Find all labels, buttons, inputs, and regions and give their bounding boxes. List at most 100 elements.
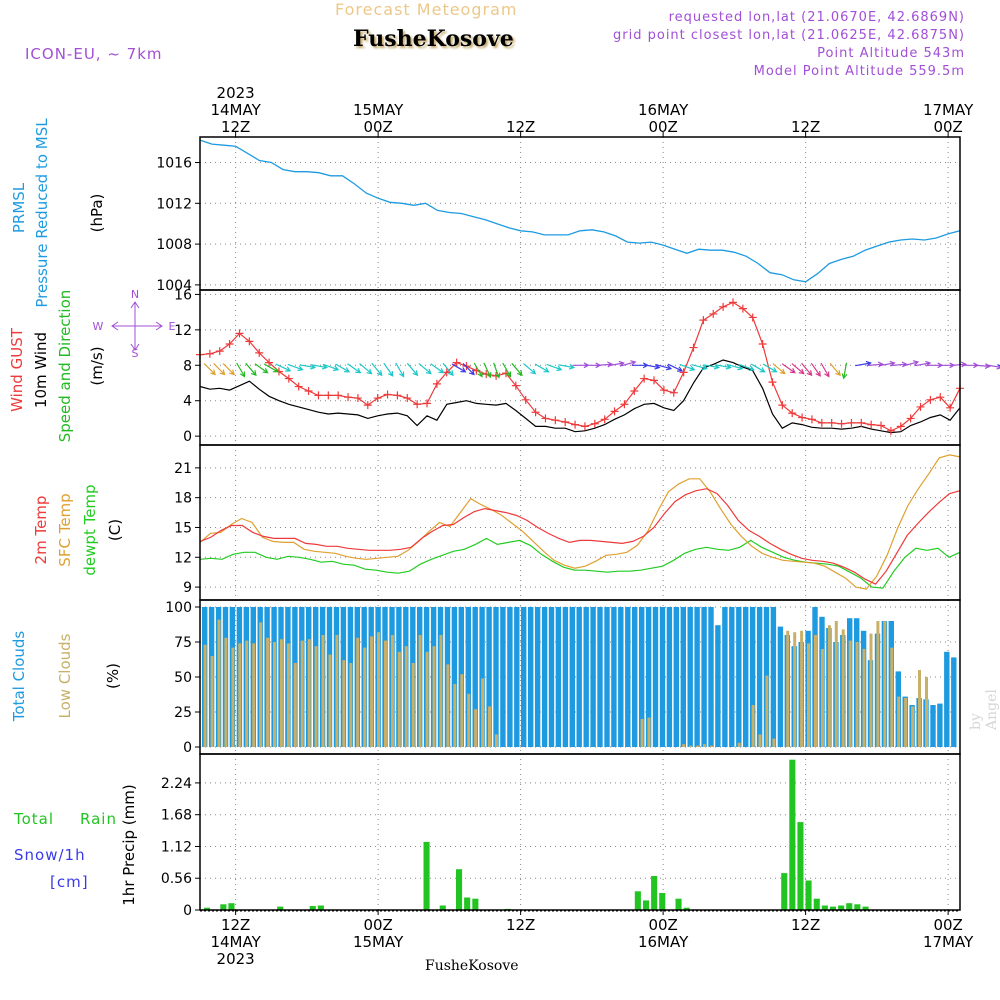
wind-direction-arrow — [902, 360, 920, 367]
gust-marker — [827, 418, 836, 427]
low-cloud-bar — [217, 619, 221, 747]
low-cloud-bar — [259, 622, 263, 747]
low-cloud-bar — [848, 640, 852, 747]
low-cloud-bar — [356, 637, 360, 747]
wind-direction-arrow — [473, 362, 483, 378]
low-cloud-bar — [904, 698, 908, 747]
sfc-temp-line — [199, 454, 961, 590]
low-cloud-bar — [911, 706, 915, 747]
total-cloud-bar — [500, 607, 506, 747]
precip-bar — [439, 905, 446, 910]
gust-marker — [620, 400, 629, 409]
gust-marker — [245, 337, 254, 346]
low-cloud-bar — [827, 625, 831, 747]
precip-bar — [472, 898, 479, 910]
y-tick-label: 1.12 — [161, 839, 192, 855]
gust-marker — [324, 391, 333, 400]
y-tick-label: 75 — [174, 635, 192, 651]
wind-direction-arrow — [558, 363, 576, 370]
dewpoint-line — [199, 537, 961, 589]
low-cloud-bar — [474, 709, 478, 747]
wind-direction-arrow — [213, 362, 226, 376]
wind-direction-arrow — [620, 360, 637, 367]
temp-2m-line — [199, 488, 961, 585]
gust-marker — [600, 415, 609, 424]
point-altitude: Point Altitude 543m — [817, 46, 965, 61]
gust-marker — [521, 395, 530, 404]
gust-marker — [926, 395, 935, 404]
precip-bar — [456, 869, 463, 910]
low-cloud-bar — [800, 630, 804, 747]
total-cloud-bar — [583, 607, 589, 747]
low-cloud-bar — [425, 651, 429, 747]
y-tick-label: 0.56 — [161, 871, 192, 887]
total-cloud-bar — [534, 607, 541, 747]
gust-marker — [353, 394, 362, 403]
gust-marker — [294, 382, 303, 391]
precip-bar — [634, 891, 641, 910]
pressure-line — [199, 139, 961, 283]
temp-unit-label: (C) — [106, 519, 124, 541]
y-tick-label: 12 — [174, 323, 192, 339]
wind-direction-arrow — [359, 363, 373, 375]
precip-bar — [781, 873, 788, 910]
gust-marker — [541, 414, 550, 423]
wind-direction-arrow — [667, 363, 684, 372]
low-cloud-bar — [210, 656, 214, 747]
wind-direction-arrow — [523, 363, 537, 375]
precip-bar — [675, 898, 682, 910]
wind-direction-arrow — [750, 363, 766, 373]
total-clouds-label: Total Clouds — [10, 631, 28, 723]
wind-direction-arrow — [254, 363, 269, 374]
low-cloud-bar — [758, 734, 762, 747]
y-tick-label: 0 — [183, 429, 192, 445]
model-label: ICON-EU, ~ 7km — [25, 45, 163, 63]
total-cloud-bar — [451, 607, 458, 747]
pressure-msl-label: Pressure Reduced to MSL — [33, 118, 51, 308]
time-label-top: 12Z — [221, 118, 250, 136]
precip-bar — [854, 904, 861, 910]
prmsl-label: PRMSL — [10, 182, 28, 233]
low-cloud-bar — [231, 647, 235, 747]
gust-marker — [344, 393, 353, 402]
low-cloud-bar — [370, 636, 374, 747]
precip-bar — [789, 759, 796, 910]
total-cloud-bar — [729, 607, 735, 747]
wind-direction-arrow — [236, 362, 246, 378]
total-cloud-bar — [777, 626, 784, 747]
low-cloud-bar — [446, 664, 450, 747]
gust-marker — [896, 422, 905, 431]
low-cloud-bar — [682, 744, 686, 747]
low-cloud-bar — [460, 674, 464, 747]
gust-marker — [215, 347, 224, 356]
precip-bar — [643, 900, 650, 910]
precip-bar — [659, 893, 666, 910]
low-cloud-bar — [737, 742, 741, 747]
gust-marker — [393, 391, 402, 400]
y-tick-label: 8 — [183, 358, 192, 374]
gust-marker — [363, 401, 372, 410]
time-label-top: 14MAY — [210, 101, 261, 119]
low-cloud-bar — [494, 734, 498, 747]
wind-10m-label: 10m Wind — [32, 332, 50, 408]
precip-bar — [317, 905, 324, 910]
precip-bar — [277, 906, 284, 910]
gust-marker — [225, 340, 234, 349]
speed-direction-label: Speed and Direction — [56, 290, 74, 443]
y-tick-label: 1.68 — [161, 808, 192, 824]
wind-direction-arrow — [383, 362, 394, 377]
time-label-bottom: 17MAY — [923, 933, 974, 951]
grid-point-coords: grid point closest lon,lat (21.0625E, 42… — [613, 28, 965, 43]
gust-marker — [699, 316, 708, 325]
dewpoint-label: dewpt Temp — [81, 484, 99, 575]
precip-bar — [220, 904, 227, 910]
total-cloud-bar — [548, 607, 555, 747]
gust-marker — [205, 349, 214, 358]
total-cloud-bar — [472, 607, 478, 747]
clouds-unit-label: (%) — [104, 663, 122, 689]
low-cloud-bar — [411, 663, 415, 747]
low-cloud-bar — [397, 651, 401, 747]
total-cloud-bar — [569, 607, 575, 747]
low-cloud-bar — [432, 646, 436, 747]
y-tick-label: 50 — [174, 670, 192, 686]
